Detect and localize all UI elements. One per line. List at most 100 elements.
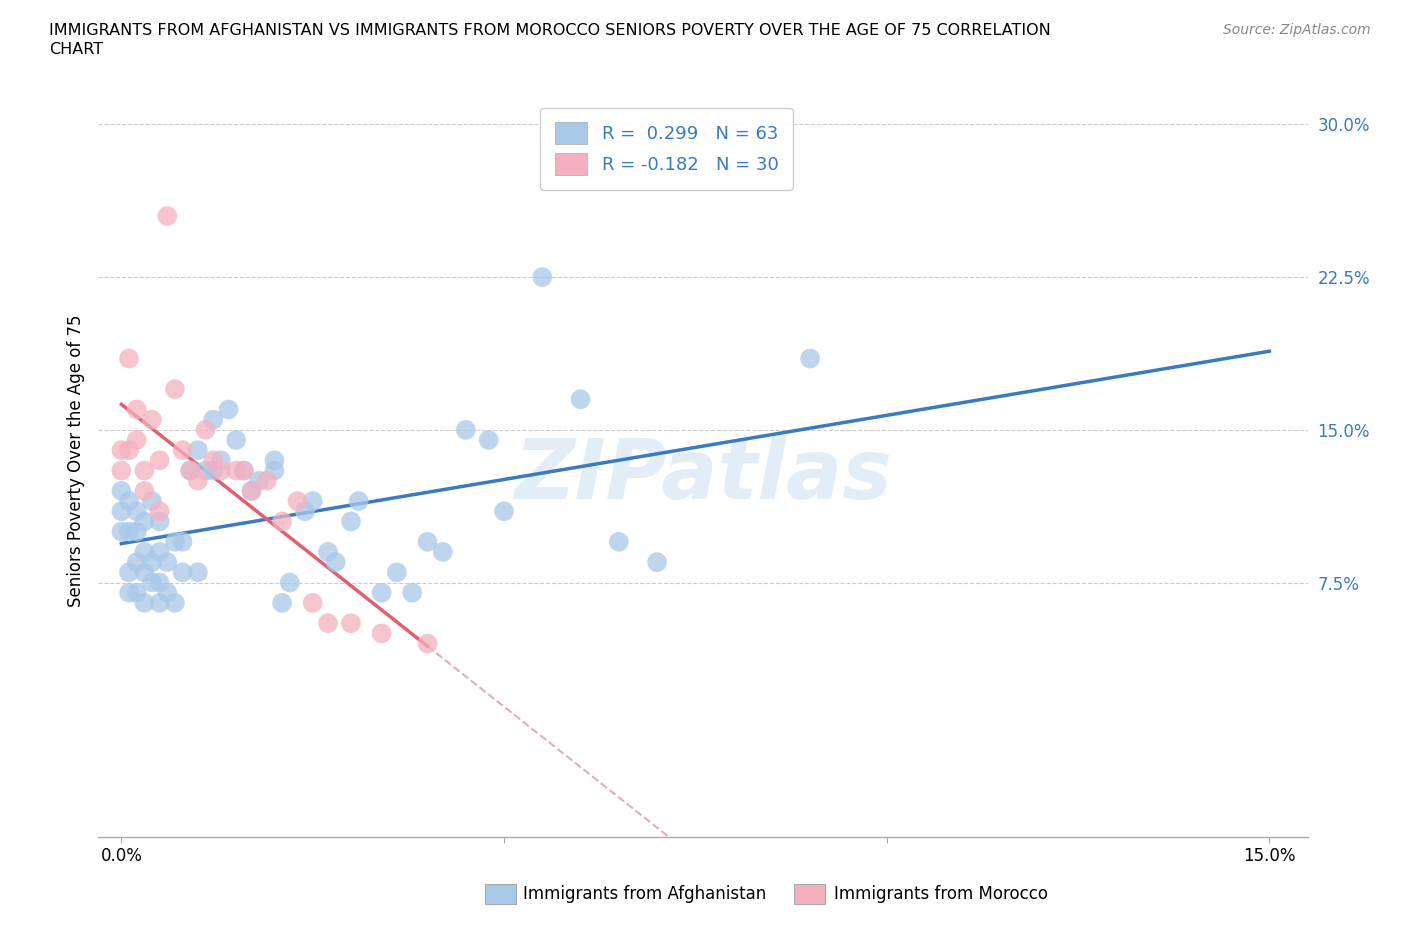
- Point: [287, 494, 309, 509]
- Point: [134, 565, 156, 579]
- Point: [370, 626, 392, 641]
- Point: [416, 636, 439, 651]
- Point: [263, 463, 285, 478]
- Point: [118, 352, 141, 366]
- Point: [118, 525, 141, 539]
- Point: [125, 402, 148, 417]
- Point: [125, 525, 148, 539]
- Point: [569, 392, 592, 406]
- Point: [187, 443, 209, 458]
- Point: [149, 453, 172, 468]
- Point: [149, 595, 172, 610]
- Point: [247, 473, 270, 488]
- Point: [370, 585, 392, 600]
- Point: [194, 422, 217, 437]
- Point: [187, 473, 209, 488]
- Point: [416, 535, 439, 550]
- Point: [163, 381, 186, 396]
- Point: [271, 514, 294, 529]
- Point: [125, 432, 148, 447]
- Point: [172, 535, 194, 550]
- Point: [316, 616, 339, 631]
- Point: [125, 585, 148, 600]
- Point: [607, 535, 630, 550]
- Point: [118, 585, 141, 600]
- Point: [149, 545, 172, 560]
- Point: [125, 504, 148, 519]
- Point: [172, 443, 194, 458]
- Point: [340, 616, 363, 631]
- Point: [202, 463, 225, 478]
- Point: [232, 463, 254, 478]
- Point: [141, 554, 163, 569]
- Point: [271, 595, 294, 610]
- Point: [218, 402, 240, 417]
- Point: [141, 494, 163, 509]
- Point: [156, 554, 179, 569]
- Point: [134, 484, 156, 498]
- Point: [385, 565, 408, 579]
- Point: [225, 432, 247, 447]
- Point: [187, 565, 209, 579]
- Point: [118, 443, 141, 458]
- Text: Source: ZipAtlas.com: Source: ZipAtlas.com: [1223, 23, 1371, 37]
- Point: [256, 473, 278, 488]
- Text: ZIPatlas: ZIPatlas: [515, 435, 891, 516]
- Point: [263, 453, 285, 468]
- Point: [645, 554, 668, 569]
- Point: [172, 565, 194, 579]
- Text: IMMIGRANTS FROM AFGHANISTAN VS IMMIGRANTS FROM MOROCCO SENIORS POVERTY OVER THE : IMMIGRANTS FROM AFGHANISTAN VS IMMIGRANT…: [49, 23, 1050, 38]
- Point: [478, 432, 501, 447]
- Point: [110, 525, 132, 539]
- Point: [301, 494, 323, 509]
- Point: [294, 504, 316, 519]
- Point: [163, 535, 186, 550]
- Text: CHART: CHART: [49, 42, 103, 57]
- Point: [118, 494, 141, 509]
- Point: [149, 514, 172, 529]
- Point: [454, 422, 477, 437]
- Point: [301, 595, 323, 610]
- Point: [531, 270, 554, 285]
- Point: [110, 484, 132, 498]
- Point: [432, 545, 454, 560]
- Point: [340, 514, 363, 529]
- Point: [156, 585, 179, 600]
- Point: [179, 463, 201, 478]
- Point: [209, 463, 232, 478]
- Legend: R =  0.299   N = 63, R = -0.182   N = 30: R = 0.299 N = 63, R = -0.182 N = 30: [540, 108, 793, 190]
- Point: [149, 504, 172, 519]
- Point: [134, 595, 156, 610]
- Point: [156, 208, 179, 223]
- Point: [232, 463, 254, 478]
- Point: [134, 463, 156, 478]
- Point: [110, 504, 132, 519]
- Point: [141, 412, 163, 427]
- Point: [179, 463, 201, 478]
- Point: [316, 545, 339, 560]
- Point: [347, 494, 370, 509]
- Point: [202, 412, 225, 427]
- Point: [278, 575, 301, 590]
- Y-axis label: Seniors Poverty Over the Age of 75: Seniors Poverty Over the Age of 75: [66, 314, 84, 606]
- Point: [110, 463, 132, 478]
- Point: [125, 554, 148, 569]
- Point: [134, 545, 156, 560]
- Point: [240, 484, 263, 498]
- Point: [110, 443, 132, 458]
- Point: [209, 453, 232, 468]
- Text: Immigrants from Morocco: Immigrants from Morocco: [834, 884, 1047, 903]
- Point: [141, 575, 163, 590]
- Point: [799, 352, 821, 366]
- Point: [194, 463, 217, 478]
- Point: [225, 463, 247, 478]
- Text: Immigrants from Afghanistan: Immigrants from Afghanistan: [523, 884, 766, 903]
- Point: [149, 575, 172, 590]
- Point: [401, 585, 423, 600]
- Point: [202, 453, 225, 468]
- Point: [492, 504, 515, 519]
- Point: [240, 484, 263, 498]
- Point: [134, 514, 156, 529]
- Point: [325, 554, 347, 569]
- Point: [118, 565, 141, 579]
